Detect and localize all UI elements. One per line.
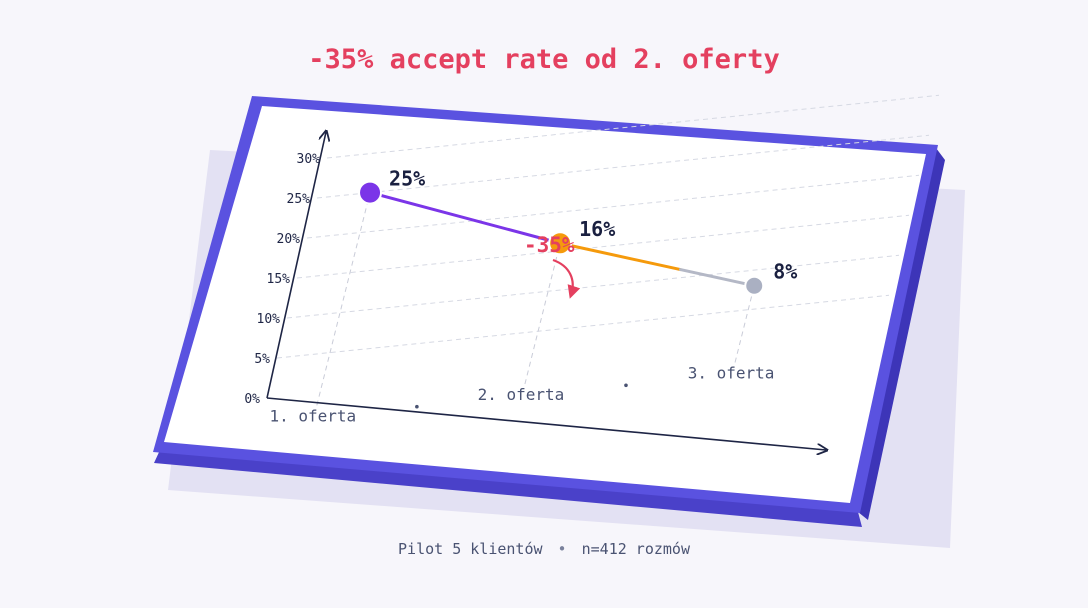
category-guide (734, 285, 755, 363)
y-tick-label: 0% (244, 392, 260, 407)
gridline (296, 214, 910, 279)
footer-separator: • (557, 540, 567, 558)
data-labels: 25% 16% 8% (389, 167, 797, 284)
data-point (744, 275, 765, 296)
delta-label: -35% (524, 233, 575, 257)
footer-right: n=412 rozmów (581, 540, 690, 558)
category-separator-dot (415, 404, 419, 409)
headline: -35% accept rate od 2. oferty (308, 44, 780, 75)
delta-arrow (552, 258, 581, 299)
footer-left: Pilot 5 klientów (398, 540, 543, 558)
delta-annotation: -35% (524, 233, 581, 299)
category-guides (316, 192, 755, 406)
data-point (358, 180, 383, 205)
board-edge-right (858, 148, 945, 520)
y-axis (266, 132, 326, 399)
y-tick-label: 20% (277, 232, 301, 247)
y-ticks: 0% 5% 10% 15% 20% 25% 30% (244, 152, 320, 407)
series-lines (368, 191, 756, 288)
gridline (276, 294, 890, 359)
data-label: 16% (579, 217, 615, 241)
axes (266, 132, 826, 450)
y-tick-label: 10% (257, 312, 281, 327)
x-category-label: 2. oferta (478, 385, 565, 404)
series-points (358, 180, 765, 296)
gridline (326, 94, 940, 159)
board-edge (154, 450, 862, 527)
chart-plot: 0% 5% 10% 15% 20% 25% 30% 1. oferta 2. oferta 3.… (244, 94, 940, 450)
footer: Pilot 5 klientów • n=412 rozmów (0, 540, 1088, 558)
y-tick-label: 15% (267, 272, 291, 287)
gridline (286, 254, 900, 319)
y-tick-label: 5% (254, 352, 270, 367)
gridline (316, 134, 930, 199)
category-guide (316, 192, 371, 406)
gridline (306, 174, 920, 239)
y-tick-label: 25% (287, 192, 311, 207)
category-separator-dot (624, 383, 628, 388)
x-axis (266, 397, 826, 450)
data-label: 8% (773, 260, 797, 284)
data-label: 25% (389, 167, 425, 191)
line-segment-2 (558, 241, 682, 272)
x-category-label: 1. oferta (269, 406, 356, 425)
y-tick-label: 30% (297, 152, 321, 167)
line-segment-2-tail (678, 268, 756, 288)
data-point (548, 231, 573, 256)
line-segment-1 (368, 191, 562, 245)
x-categories: 1. oferta 2. oferta 3. oferta (269, 364, 774, 426)
x-category-label: 3. oferta (688, 364, 775, 383)
category-guide (524, 243, 561, 385)
gridlines (276, 94, 940, 359)
